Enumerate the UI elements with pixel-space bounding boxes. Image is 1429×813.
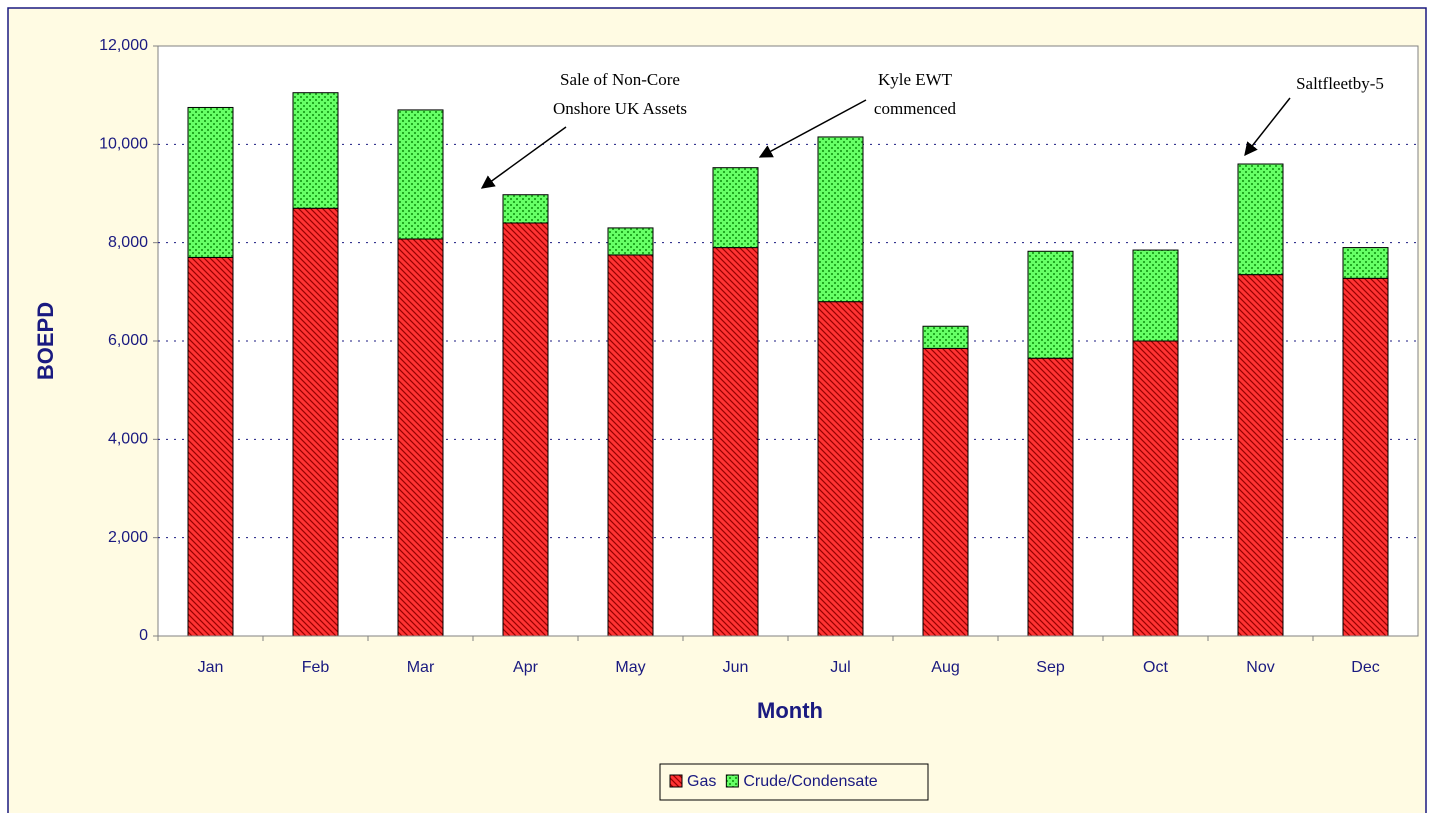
x-axis-title: Month [757,698,823,723]
bar-segment [502,194,549,224]
bar-segment [187,106,234,258]
bar-segment [502,222,549,637]
annotation-text: Onshore UK Assets [553,99,687,118]
x-tick-label: Aug [931,659,959,676]
x-tick-label: Feb [302,659,330,676]
bar-segment [607,227,654,256]
x-tick-label: May [615,659,645,676]
legend-box [659,763,929,801]
x-tick-label: Mar [407,659,435,676]
legend-label: Gas [687,773,716,790]
annotation-arrow [758,99,867,158]
bar-segment [817,301,864,637]
x-tick-label: Jan [198,659,224,676]
annotation-text: commenced [874,99,957,118]
bar-segment [397,238,444,637]
bar-segment [922,325,969,349]
bar-segment [397,109,444,240]
bar-segment [1342,247,1389,279]
bar-segment [1027,357,1074,637]
y-tick-label: 0 [139,627,148,644]
bar-segment [607,254,654,637]
bar-segment [922,347,969,637]
bar-segment [292,92,339,209]
y-tick-label: 8,000 [108,234,148,251]
x-tick-label: Jul [830,659,850,676]
bar-segment [187,256,234,637]
x-tick-label: Dec [1351,659,1379,676]
legend: Gas Crude/Condensate [659,763,929,801]
bar-segment [1237,274,1284,637]
bar-segment [1237,163,1284,276]
x-tick-label: Sep [1036,659,1065,676]
annotation-arrow [1244,97,1291,157]
x-tick-label: Apr [513,659,539,676]
annotation-text: Saltfleetby-5 [1296,74,1384,93]
annotation-text: Kyle EWT [878,70,953,89]
legend-swatch [669,774,683,788]
legend-swatch [725,774,739,788]
y-tick-label: 4,000 [108,431,148,448]
bar-segment [817,136,864,303]
x-tick-label: Nov [1246,659,1274,676]
y-tick-label: 10,000 [99,136,148,153]
plot-area [157,45,1419,637]
bar-segment [1342,277,1389,637]
y-tick-label: 2,000 [108,529,148,546]
bar-segment [1027,250,1074,359]
annotation-arrow [480,126,567,189]
bar-segment [292,207,339,637]
bar-segment [712,167,759,249]
bar-segment [1132,249,1179,342]
x-tick-label: Oct [1143,659,1168,676]
legend-label: Crude/Condensate [743,773,877,790]
bar-segment [712,247,759,637]
y-tick-label: 6,000 [108,332,148,349]
annotation-text: Sale of Non-Core [560,70,680,89]
y-axis-title: BOEPD [33,302,58,380]
x-tick-label: Jun [723,659,749,676]
bar-segment [1132,340,1179,637]
y-tick-label: 12,000 [99,37,148,54]
